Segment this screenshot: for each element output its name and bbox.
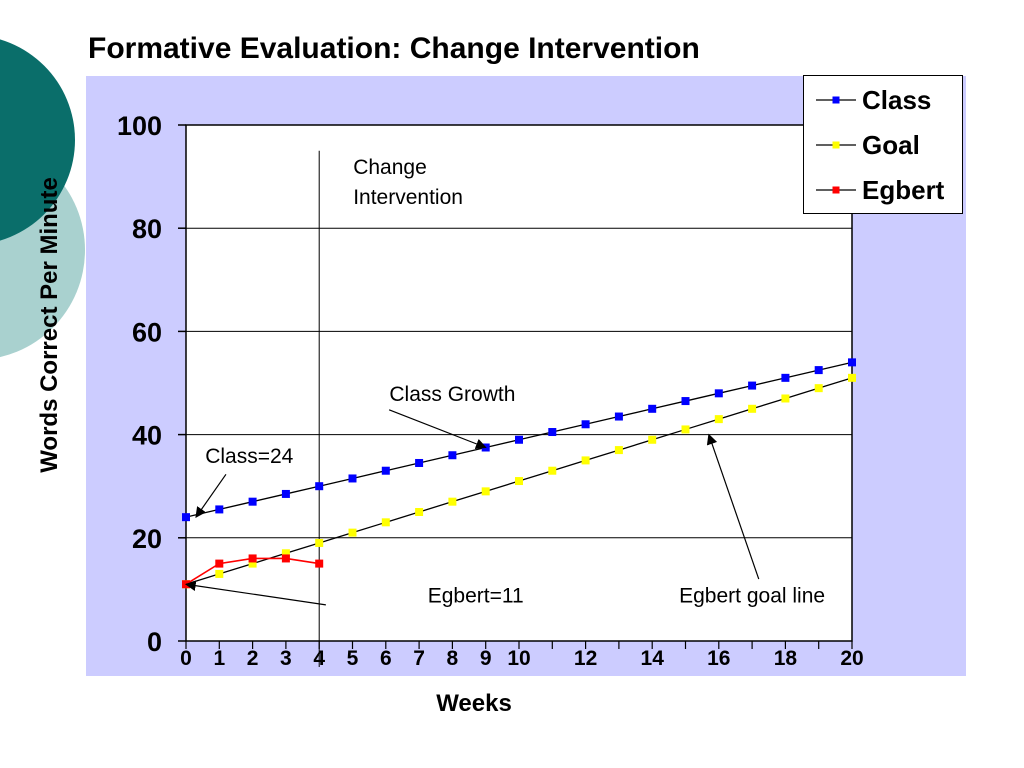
x-tick-label: 16 bbox=[707, 647, 730, 670]
decorative-circles bbox=[0, 39, 85, 358]
legend-swatch-egbert bbox=[816, 186, 856, 194]
legend-label-egbert: Egbert bbox=[862, 174, 945, 205]
x-tick-label: 2 bbox=[247, 647, 259, 670]
legend-swatch-class bbox=[816, 96, 856, 104]
y-tick-label: 40 bbox=[132, 421, 162, 451]
data-point-goal bbox=[315, 538, 324, 547]
data-point-goal bbox=[814, 384, 823, 393]
x-tick-label: 12 bbox=[574, 647, 597, 670]
data-point-goal bbox=[648, 435, 657, 444]
data-point-class bbox=[248, 497, 257, 506]
data-point-goal bbox=[481, 487, 490, 496]
x-tick-label: 10 bbox=[507, 647, 530, 670]
data-point-goal bbox=[781, 394, 790, 403]
annotation-arrow bbox=[706, 433, 760, 580]
x-tick-label: 9 bbox=[480, 647, 492, 670]
data-point-class bbox=[381, 466, 390, 475]
x-tick-label: 6 bbox=[380, 647, 392, 670]
data-point-class bbox=[448, 451, 457, 460]
legend-item-egbert: Egbert bbox=[804, 172, 944, 208]
y-tick-label: 80 bbox=[132, 214, 162, 244]
data-point-goal bbox=[714, 415, 723, 424]
data-point-goal bbox=[581, 456, 590, 465]
slide-title: Formative Evaluation: Change Interventio… bbox=[88, 32, 700, 65]
annotation-label: Class Growth bbox=[389, 383, 515, 406]
y-tick-label: 20 bbox=[132, 524, 162, 554]
data-point-class bbox=[848, 358, 856, 367]
data-point-class bbox=[548, 428, 557, 437]
data-point-class bbox=[315, 482, 324, 491]
data-point-class bbox=[748, 381, 757, 390]
y-tick-label: 60 bbox=[132, 317, 162, 347]
data-point-goal bbox=[515, 477, 523, 486]
data-point-class bbox=[581, 420, 590, 429]
data-point-class bbox=[814, 366, 823, 375]
x-tick-label: 0 bbox=[180, 647, 192, 670]
data-point-class bbox=[781, 373, 790, 382]
plot-area bbox=[185, 124, 853, 642]
y-axis-title: Words Correct Per Minute bbox=[36, 177, 63, 473]
data-point-class bbox=[182, 513, 190, 522]
data-point-goal bbox=[614, 446, 623, 455]
data-point-class bbox=[215, 505, 224, 514]
y-tick-label: 0 bbox=[147, 627, 162, 657]
annotation-label: Class=24 bbox=[205, 445, 293, 468]
y-tick-label: 100 bbox=[117, 111, 162, 141]
legend: Class Goal Egbert bbox=[803, 75, 963, 214]
annotation-label: Egbert goal line bbox=[679, 584, 825, 607]
x-tick-label: 3 bbox=[280, 647, 292, 670]
data-point-goal bbox=[381, 518, 390, 527]
x-tick-label: 1 bbox=[213, 647, 225, 670]
x-tick-label: 18 bbox=[774, 647, 798, 670]
intervention-label-line: Intervention bbox=[353, 186, 463, 209]
x-axis-title: Weeks bbox=[436, 690, 512, 717]
data-point-egbert bbox=[315, 559, 324, 568]
legend-label-class: Class bbox=[862, 84, 932, 115]
data-point-egbert bbox=[215, 559, 224, 568]
data-point-goal bbox=[415, 508, 424, 516]
data-point-class bbox=[714, 389, 723, 398]
data-point-goal bbox=[448, 497, 457, 506]
x-tick-label: 20 bbox=[840, 647, 863, 670]
data-point-goal bbox=[281, 549, 290, 558]
data-point-goal bbox=[548, 466, 557, 475]
intervention-label-line: Change bbox=[353, 156, 427, 179]
data-point-goal bbox=[348, 528, 357, 537]
data-point-goal bbox=[681, 425, 690, 434]
x-tick-label: 14 bbox=[641, 647, 665, 670]
data-point-egbert bbox=[281, 554, 290, 563]
data-point-goal bbox=[848, 373, 856, 382]
x-tick-label: 5 bbox=[347, 647, 359, 670]
data-point-goal bbox=[215, 569, 224, 578]
data-point-class bbox=[415, 458, 424, 467]
data-point-goal bbox=[748, 404, 757, 413]
legend-swatch-goal bbox=[816, 141, 856, 149]
annotation-arrow bbox=[388, 409, 487, 449]
annotation-arrow bbox=[195, 473, 227, 519]
data-point-class bbox=[681, 397, 690, 406]
data-point-egbert bbox=[248, 554, 257, 563]
data-point-goal bbox=[248, 559, 257, 568]
data-point-class bbox=[348, 474, 357, 483]
data-point-class bbox=[515, 435, 523, 444]
legend-label-goal: Goal bbox=[862, 129, 920, 160]
intervention-label: Change Intervention bbox=[353, 156, 463, 209]
legend-item-class: Class bbox=[804, 82, 931, 118]
data-point-class bbox=[281, 489, 290, 498]
legend-item-goal: Goal bbox=[804, 127, 920, 163]
x-tick-label: 7 bbox=[413, 647, 425, 670]
annotation-arrow bbox=[184, 580, 326, 606]
data-point-class bbox=[614, 412, 623, 421]
data-point-class bbox=[648, 404, 657, 413]
annotation-label: Egbert=11 bbox=[428, 584, 524, 607]
x-tick-label: 8 bbox=[447, 647, 459, 670]
